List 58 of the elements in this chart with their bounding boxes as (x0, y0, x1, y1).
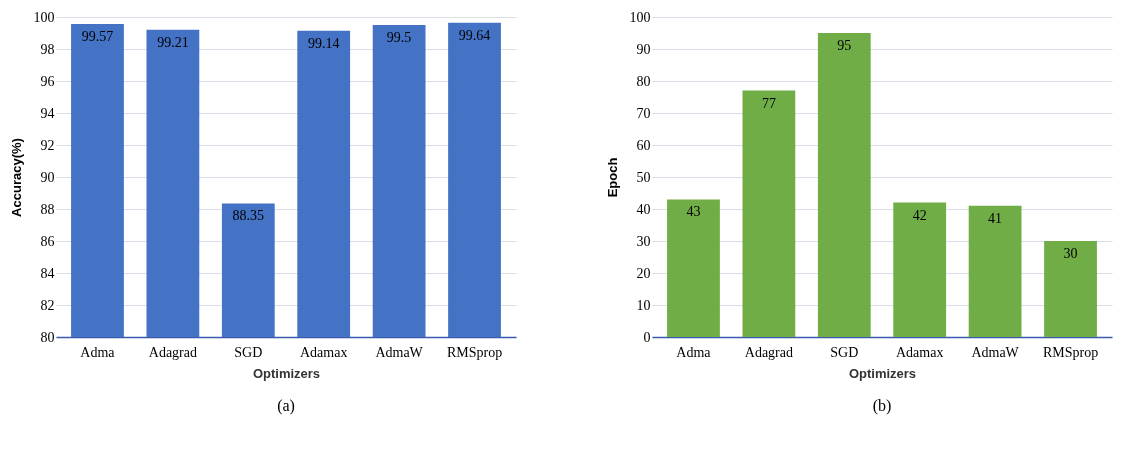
y-tick-label: 98 (40, 41, 55, 57)
data-label: 30 (1063, 246, 1078, 261)
y-axis-title: Accuracy(%) (8, 138, 24, 217)
data-label: 43 (686, 204, 701, 220)
text: (b) (872, 397, 892, 415)
y-tick-label: 70 (636, 105, 651, 121)
x-tick-label: Adma (676, 344, 712, 360)
y-tick-label: 90 (636, 41, 651, 57)
y-tick-label: 40 (636, 201, 651, 217)
bar (742, 90, 796, 337)
y-tick-label: 82 (40, 297, 55, 313)
y-tick-label: 80 (40, 329, 55, 345)
x-axis-title: Optimizers (252, 365, 321, 381)
bar (1044, 241, 1097, 337)
x-tick-label: SGD (830, 344, 859, 360)
x-tick-label: AdmaW (375, 344, 424, 360)
x-tick-label: Adagrad (744, 344, 793, 360)
data-label: 41 (988, 210, 1003, 226)
y-tick-label: 96 (40, 73, 55, 89)
bar (667, 199, 720, 337)
x-tick-label: SGD (234, 344, 263, 360)
y-tick-label: 20 (636, 265, 651, 281)
bar (817, 33, 871, 337)
y-tick-label: 60 (636, 137, 651, 153)
data-label: 99.21 (157, 34, 189, 50)
text: (a) (277, 397, 295, 415)
y-tick-label: 94 (40, 105, 55, 121)
y-axis-title: Epoch (604, 157, 620, 198)
data-label: 99.57 (81, 28, 114, 44)
y-tick-label: 92 (40, 137, 55, 153)
y-tick-label: 100 (629, 9, 651, 25)
y-tick-label: 50 (636, 169, 651, 185)
data-label: 99.64 (458, 27, 491, 43)
y-tick-label: 100 (33, 9, 55, 25)
y-tick-label: 84 (40, 265, 55, 281)
y-tick-label: 10 (636, 297, 651, 313)
data-label: 88.35 (232, 208, 265, 224)
bar (968, 205, 1022, 337)
x-tick-label: Adamax (299, 344, 348, 360)
data-label: 77 (761, 95, 776, 111)
data-label: 42 (912, 207, 927, 223)
data-label: 95 (837, 38, 852, 53)
x-tick-label: Adamax (895, 344, 944, 360)
y-tick-label: 0 (643, 329, 651, 345)
x-tick-label: RMSprop (446, 344, 503, 360)
x-tick-label: RMSprop (1042, 344, 1099, 360)
data-label: 99.5 (386, 30, 412, 45)
x-tick-label: Adma (80, 344, 116, 360)
y-tick-label: 88 (40, 201, 55, 217)
x-tick-label: AdmaW (971, 344, 1020, 360)
bar (893, 202, 947, 337)
y-tick-label: 30 (636, 233, 651, 249)
y-tick-label: 80 (636, 73, 651, 89)
x-axis-title: Optimizers (848, 365, 917, 381)
y-tick-label: 90 (40, 169, 55, 185)
y-tick-label: 86 (40, 233, 55, 249)
x-tick-label: Adagrad (148, 344, 197, 360)
data-label: 99.14 (307, 35, 340, 51)
